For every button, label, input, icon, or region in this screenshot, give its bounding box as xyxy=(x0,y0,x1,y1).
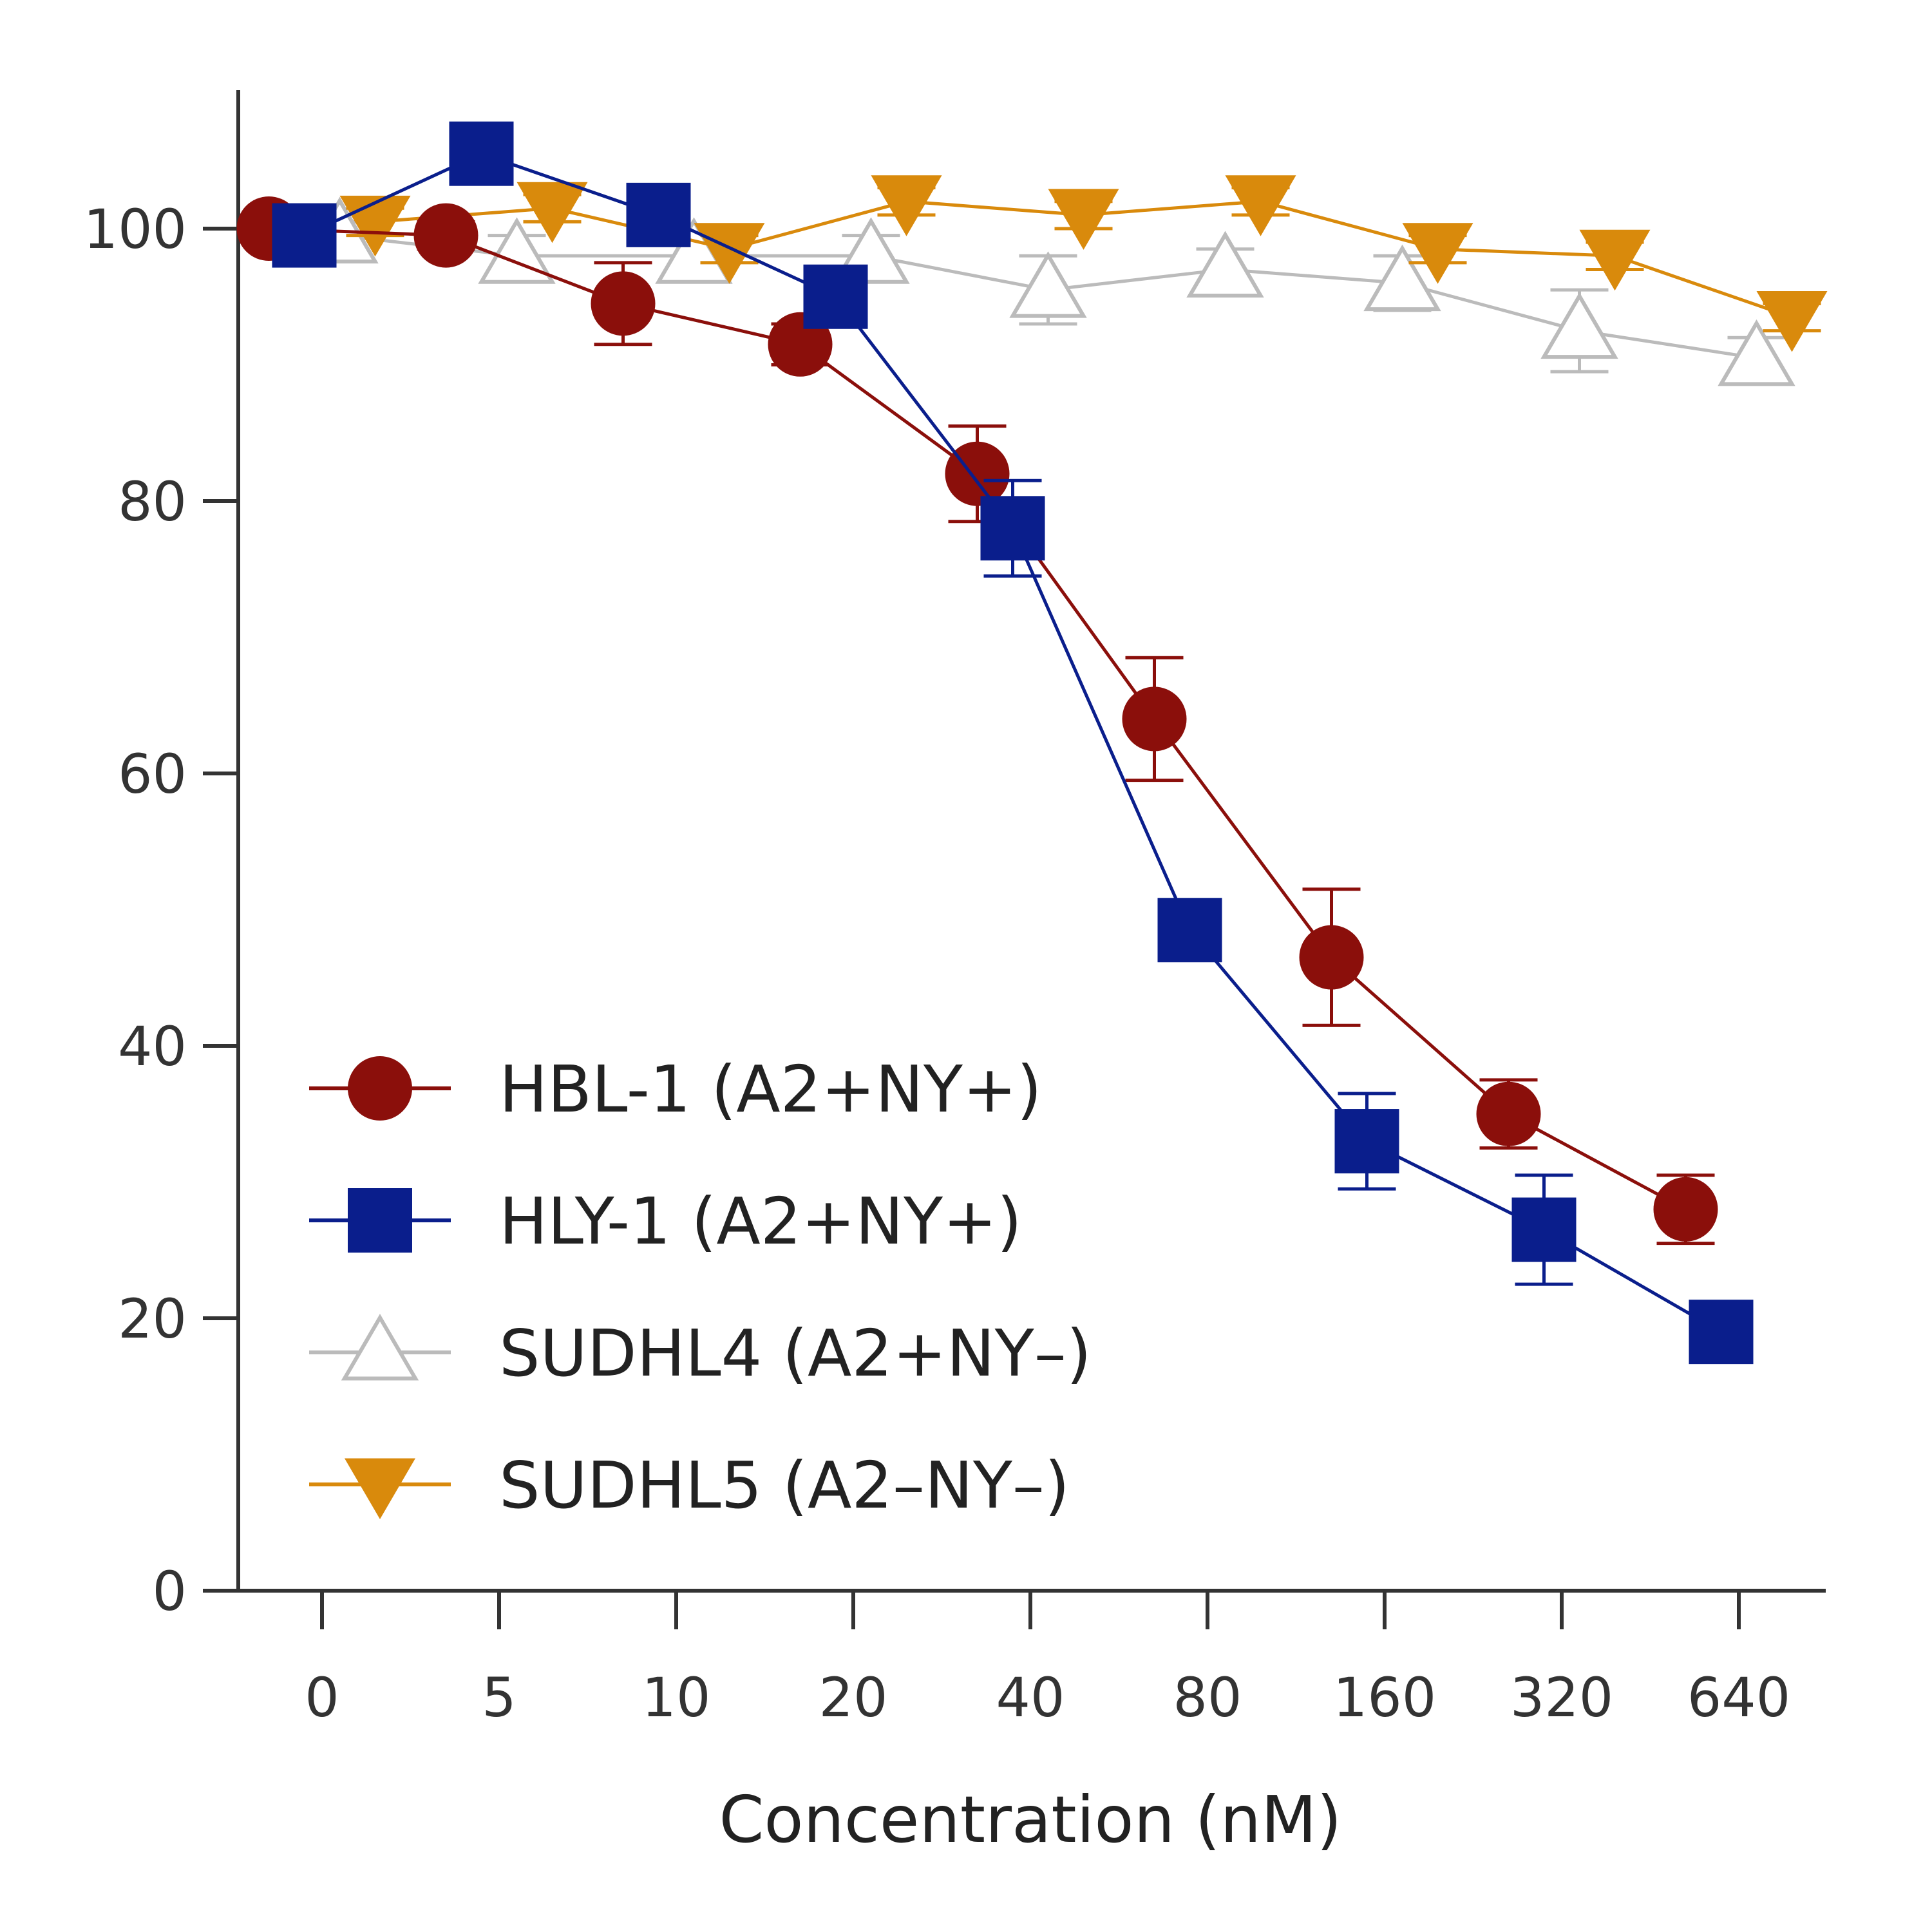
data-point xyxy=(1299,925,1364,990)
legend-label: HBL-1 (A2+NY+) xyxy=(499,1052,1042,1127)
y-tick-label: 20 xyxy=(118,1287,187,1350)
x-tick-label: 10 xyxy=(642,1666,711,1729)
x-tick-label: 5 xyxy=(482,1666,516,1729)
axes: 0 20 40 60 80 100 0 5 10 20 40 80 160 320 640 xyxy=(84,90,1826,1729)
legend-marker xyxy=(348,1188,412,1253)
data-point xyxy=(591,271,656,336)
y-tick-label: 100 xyxy=(84,198,187,261)
legend-item: HBL-1 (A2+NY+) xyxy=(309,1052,1042,1127)
data-point xyxy=(1225,175,1296,236)
x-tick-label: 20 xyxy=(819,1666,888,1729)
legend-item: SUDHL5 (A2–NY–) xyxy=(309,1448,1070,1523)
series-sudhl5 xyxy=(339,175,1828,352)
data-point xyxy=(1540,292,1618,359)
legend-label: SUDHL4 (A2+NY–) xyxy=(499,1316,1092,1391)
data-point xyxy=(272,203,337,268)
data-point xyxy=(478,217,556,284)
data-point xyxy=(1689,1300,1754,1365)
legend-item: HLY-1 (A2+NY+) xyxy=(309,1184,1022,1259)
y-tick-label: 60 xyxy=(118,743,187,806)
legend-label: SUDHL5 (A2–NY–) xyxy=(499,1448,1070,1523)
y-tick-label: 0 xyxy=(153,1560,187,1623)
y-tick-label: 40 xyxy=(118,1015,187,1078)
data-point xyxy=(1048,189,1119,250)
data-point xyxy=(626,182,691,247)
data-point xyxy=(449,121,514,186)
data-point xyxy=(1579,229,1651,291)
data-point xyxy=(1653,1177,1718,1242)
legend-marker xyxy=(348,1056,412,1121)
data-point xyxy=(1511,1197,1577,1262)
data-point xyxy=(1009,251,1087,318)
series-hly-1 xyxy=(272,121,1754,1365)
data-point xyxy=(803,264,868,329)
x-tick-label: 160 xyxy=(1333,1666,1436,1729)
x-tick-label: 640 xyxy=(1687,1666,1790,1729)
data-point xyxy=(871,175,942,236)
data-point xyxy=(413,203,478,268)
data-point xyxy=(980,496,1045,561)
legend-item: SUDHL4 (A2+NY–) xyxy=(309,1314,1092,1391)
data-point xyxy=(1157,898,1222,963)
legend: HBL-1 (A2+NY+) HLY-1 (A2+NY+) SUDHL4 (A2+N… xyxy=(309,1052,1092,1523)
data-point xyxy=(1186,231,1264,298)
data-point xyxy=(1718,319,1795,386)
data-point xyxy=(1363,244,1441,312)
data-point xyxy=(1756,290,1828,352)
y-tick-label: 80 xyxy=(118,470,187,533)
data-point xyxy=(1402,223,1473,284)
series-line xyxy=(303,151,1722,1334)
x-tick-label: 40 xyxy=(996,1666,1065,1729)
data-point xyxy=(1122,687,1187,752)
data-point xyxy=(945,441,1010,506)
x-tick-label: 80 xyxy=(1173,1666,1242,1729)
x-axis-title: Concentration (nM) xyxy=(719,1782,1342,1857)
data-point xyxy=(1334,1109,1399,1174)
legend-marker xyxy=(341,1314,419,1381)
data-point xyxy=(516,182,588,243)
series-group xyxy=(236,121,1828,1365)
x-tick-label: 0 xyxy=(305,1666,339,1729)
series-sudhl4 xyxy=(301,196,1795,386)
data-point xyxy=(1476,1081,1541,1146)
legend-marker xyxy=(345,1458,415,1519)
legend-label: HLY-1 (A2+NY+) xyxy=(499,1184,1022,1259)
x-tick-label: 320 xyxy=(1510,1666,1613,1729)
